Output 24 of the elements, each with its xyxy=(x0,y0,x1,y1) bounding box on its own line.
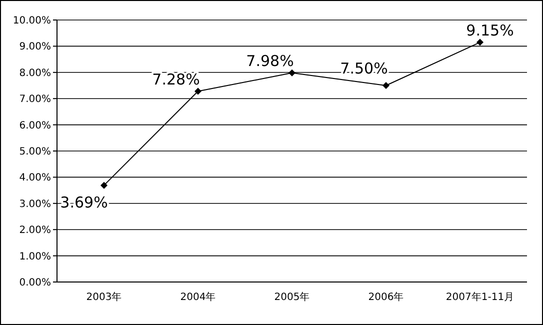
y-tick-label: 6.00% xyxy=(19,120,51,132)
y-tick-label: 10.00% xyxy=(12,16,51,26)
x-tick-label: 2003年 xyxy=(86,291,122,303)
y-tick-label: 3.00% xyxy=(19,198,51,210)
y-tick-label: 0.00% xyxy=(19,278,51,288)
y-tick-label: 5.00% xyxy=(19,146,51,158)
point xyxy=(288,69,296,76)
point xyxy=(100,182,108,189)
y-tick-label: 9.00% xyxy=(19,42,51,53)
x-tick-label: 2004年 xyxy=(180,291,216,303)
point xyxy=(476,38,484,46)
y-tick-label: 1.00% xyxy=(19,251,51,262)
y-tick-label: 8.00% xyxy=(19,68,51,79)
x-tick-label: 2005年 xyxy=(274,291,310,303)
x-tick-label: 2007年1-11月 xyxy=(446,291,514,303)
y-tick-label: 2.00% xyxy=(19,225,51,236)
point xyxy=(382,82,390,89)
data-label: 9.15% xyxy=(466,21,514,40)
data-label: 7.28% xyxy=(152,70,200,88)
data-label: 7.98% xyxy=(246,52,294,70)
x-tick-label: 2006年 xyxy=(368,291,404,303)
y-tick-label: 4.00% xyxy=(19,172,51,184)
y-tick-label: 7.00% xyxy=(19,94,51,106)
point xyxy=(194,88,202,95)
